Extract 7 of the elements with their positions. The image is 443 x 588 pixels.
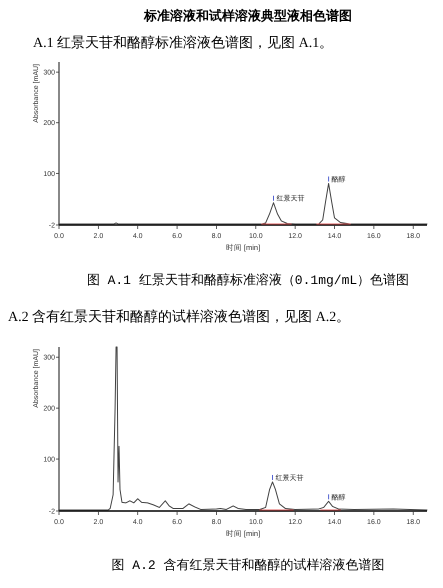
text: 图 A.2 含有红景天苷和酪醇的试样溶液色谱图 (111, 557, 385, 573)
chart-title: 标准溶液和试样溶液典型液相色谱图 (143, 8, 352, 23)
chart-subtitle: A.1 红景天苷和酪醇标准溶液色谱图，见图 A.1。 (33, 35, 334, 51)
line-series (58, 346, 428, 510)
chart-subtitle: A.2 含有红景天苷和酪醇的试样溶液色谱图，见图 A.2。 (8, 309, 350, 325)
line-series (58, 182, 428, 224)
text: 图 A.1 红景天苷和酪醇标准溶液（0.1mg/mL）色谱图 (86, 272, 410, 288)
